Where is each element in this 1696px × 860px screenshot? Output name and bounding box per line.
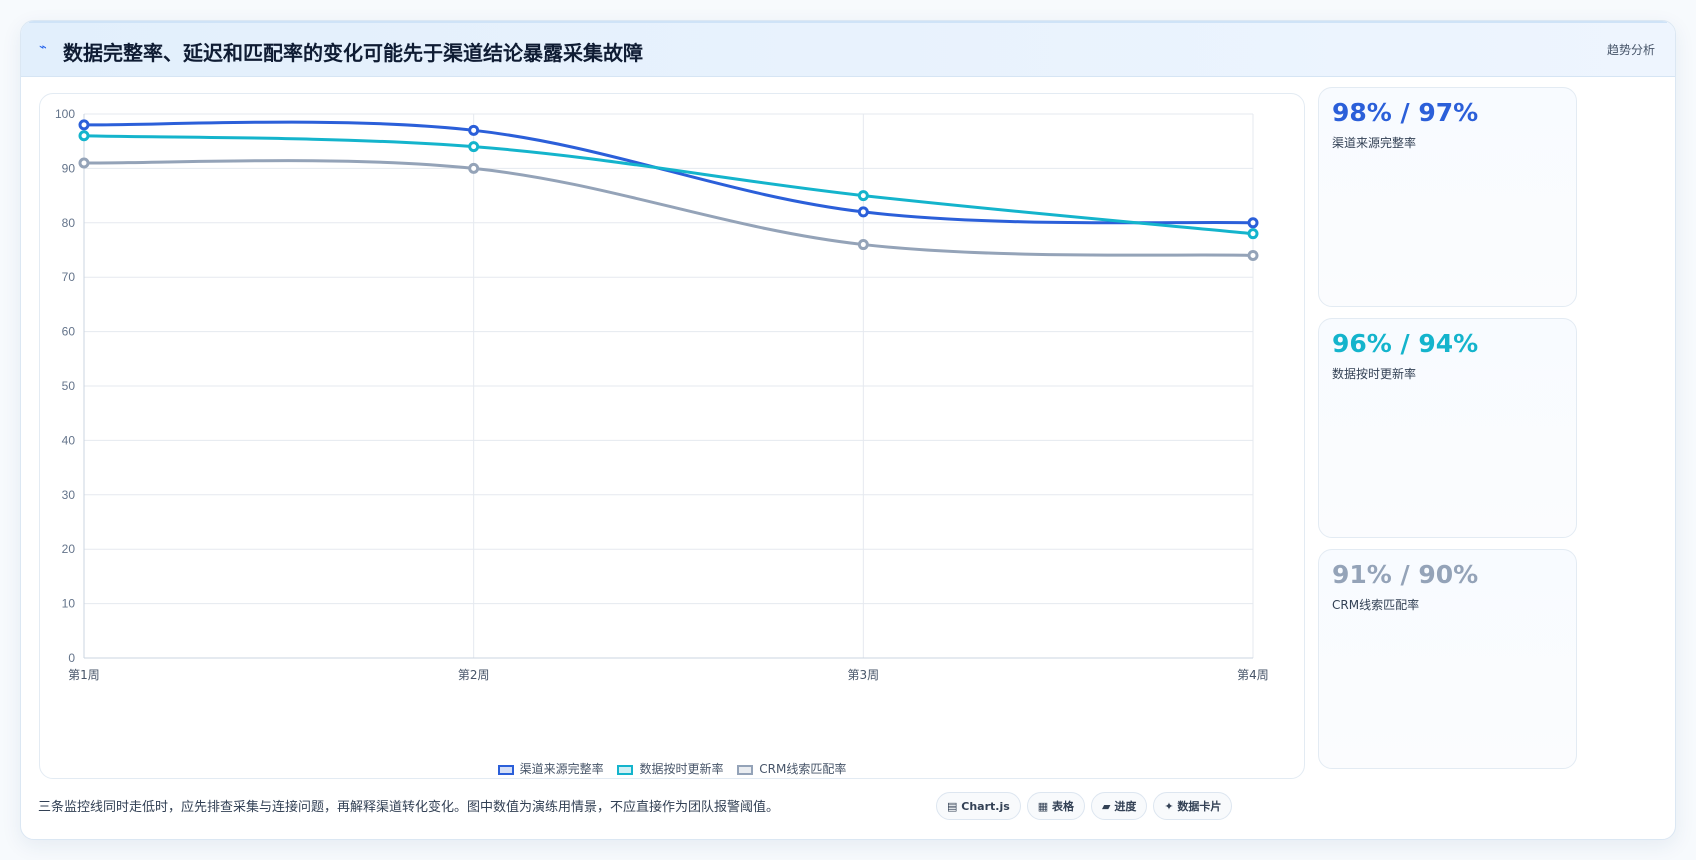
- data-point: [1247, 217, 1259, 229]
- x-tick-label: 第4周: [1237, 668, 1269, 682]
- legend-item-1[interactable]: 数据按时更新率: [617, 760, 723, 777]
- data-point: [78, 130, 90, 142]
- chip-label: 数据卡片: [1177, 800, 1222, 813]
- x-tick-label: 第3周: [848, 668, 880, 682]
- x-tick-label: 第2周: [458, 668, 490, 682]
- legend-swatch-2: [737, 765, 754, 775]
- legend-label-2: CRM线索匹配率: [759, 762, 847, 776]
- y-tick-label: 0: [68, 651, 75, 665]
- y-tick-label: 100: [55, 107, 75, 121]
- series-line-1: [82, 134, 1255, 236]
- header-accent: [29, 21, 1667, 23]
- trend-icon: ⌁: [39, 40, 47, 55]
- y-tick-label: 50: [62, 379, 76, 393]
- table-button[interactable]: ▦ 表格: [1026, 792, 1086, 820]
- stat-label: CRM线索匹配率: [1332, 598, 1420, 612]
- stat-card-2: 91% / 90% CRM线索匹配率: [1318, 549, 1577, 769]
- stat-value: 91% / 90%: [1332, 560, 1479, 589]
- y-tick-label: 90: [62, 161, 76, 175]
- data-point: [1247, 249, 1259, 261]
- series-line-2: [82, 159, 1255, 257]
- legend-label-0: 渠道来源完整率: [519, 762, 604, 776]
- data-point: [468, 141, 480, 153]
- y-tick-label: 20: [62, 542, 76, 556]
- legend-item-0[interactable]: 渠道来源完整率: [497, 760, 604, 777]
- card-header: ⌁ 数据完整率、延迟和匹配率的变化可能先于渠道结论暴露采集故障 趋势分析: [21, 21, 1675, 77]
- legend-item-2[interactable]: CRM线索匹配率: [737, 760, 846, 777]
- data-card-button[interactable]: ✦ 数据卡片: [1153, 792, 1233, 820]
- view-switcher: ▤ Chart.js ▦ 表格 ▰ 进度 ✦ 数据卡片: [936, 792, 1238, 820]
- y-tick-label: 70: [62, 270, 76, 284]
- footnote: 三条监控线同时走低时，应先排查采集与连接问题，再解释渠道转化变化。图中数值为演练…: [38, 800, 780, 815]
- card-icon: ✦: [1164, 800, 1174, 813]
- progress-button[interactable]: ▰ 进度: [1091, 792, 1148, 820]
- data-point: [468, 124, 480, 136]
- chart-legend: 渠道来源完整率 数据按时更新率 CRM线索匹配率: [40, 760, 1304, 777]
- page-title: 数据完整率、延迟和匹配率的变化可能先于渠道结论暴露采集故障: [63, 41, 643, 65]
- y-tick-label: 30: [62, 488, 76, 502]
- trend-card: ⌁ 数据完整率、延迟和匹配率的变化可能先于渠道结论暴露采集故障 趋势分析 0 10…: [20, 20, 1676, 840]
- y-tick-label: 60: [62, 325, 76, 339]
- chart-icon: ▤: [947, 800, 958, 813]
- stat-card-1: 96% / 94% 数据按时更新率: [1318, 318, 1577, 538]
- y-tick-label: 40: [62, 433, 76, 447]
- header-tag: 趋势分析: [1606, 43, 1655, 57]
- line-chart: 0 10 20 30 40 50 60 70 80 90 100 第1周 第2周 第3周 第4周: [55, 107, 1269, 682]
- stat-value: 96% / 94%: [1332, 329, 1479, 358]
- table-icon: ▦: [1037, 800, 1049, 813]
- data-point: [1247, 228, 1259, 240]
- data-point: [857, 239, 869, 251]
- x-tick-label: 第1周: [68, 668, 100, 682]
- y-tick-label: 80: [62, 216, 76, 230]
- stat-card-0: 98% / 97% 渠道来源完整率: [1318, 87, 1577, 307]
- data-point: [857, 190, 869, 202]
- data-point: [857, 206, 869, 218]
- y-tick-label: 10: [62, 597, 76, 611]
- chip-label: 表格: [1052, 800, 1075, 813]
- legend-swatch-0: [497, 765, 514, 775]
- legend-label-1: 数据按时更新率: [639, 762, 724, 776]
- chartjs-button[interactable]: ▤ Chart.js: [936, 792, 1021, 820]
- stat-value: 98% / 97%: [1332, 98, 1479, 127]
- progress-icon: ▰: [1102, 800, 1111, 813]
- chip-label: 进度: [1114, 800, 1137, 813]
- chart-panel: 0 10 20 30 40 50 60 70 80 90 100 第1周 第2周 第3周 第4周 渠道来源完…: [39, 93, 1305, 779]
- data-point: [468, 162, 480, 174]
- stat-label: 渠道来源完整率: [1332, 136, 1417, 150]
- legend-swatch-1: [617, 765, 634, 775]
- stat-label: 数据按时更新率: [1332, 367, 1417, 381]
- chip-label: Chart.js: [961, 800, 1010, 813]
- data-point: [78, 119, 90, 131]
- data-point: [78, 157, 90, 169]
